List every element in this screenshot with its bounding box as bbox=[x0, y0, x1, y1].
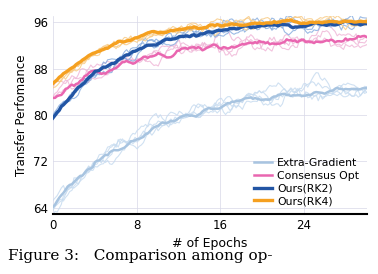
Ours(RK2) bbox=[51, 116, 55, 120]
Ours(RK2) bbox=[268, 23, 272, 27]
Extra-Gradient bbox=[175, 118, 180, 121]
Extra-Gradient bbox=[268, 98, 272, 101]
Extra-Gradient bbox=[215, 107, 219, 110]
Consensus Opt bbox=[175, 49, 180, 52]
Ours(RK2) bbox=[310, 22, 314, 26]
Ours(RK2) bbox=[364, 22, 369, 25]
Consensus Opt bbox=[228, 46, 232, 50]
Ours(RK2) bbox=[215, 29, 219, 32]
Line: Ours(RK4): Ours(RK4) bbox=[53, 20, 367, 84]
Ours(RK4) bbox=[228, 23, 232, 26]
Extra-Gradient bbox=[228, 102, 232, 105]
Extra-Gradient bbox=[335, 86, 339, 90]
Ours(RK2) bbox=[154, 44, 158, 47]
Y-axis label: Transfer Perfomance: Transfer Perfomance bbox=[14, 54, 28, 176]
Consensus Opt bbox=[310, 41, 314, 44]
Ours(RK4) bbox=[51, 82, 55, 85]
Ours(RK2) bbox=[228, 27, 232, 30]
Ours(RK4) bbox=[154, 30, 158, 34]
Extra-Gradient bbox=[364, 86, 369, 90]
Text: Figure 3:   Comparison among op-: Figure 3: Comparison among op- bbox=[8, 249, 272, 263]
Ours(RK4) bbox=[312, 21, 316, 24]
Ours(RK4) bbox=[215, 23, 219, 26]
Consensus Opt bbox=[364, 35, 369, 39]
Line: Ours(RK2): Ours(RK2) bbox=[53, 21, 367, 118]
Ours(RK4) bbox=[288, 18, 293, 22]
Ours(RK4) bbox=[268, 21, 272, 25]
Consensus Opt bbox=[154, 53, 158, 57]
Line: Consensus Opt: Consensus Opt bbox=[53, 36, 367, 98]
Ours(RK2) bbox=[175, 36, 180, 40]
Legend: Extra-Gradient, Consensus Opt, Ours(RK2), Ours(RK4): Extra-Gradient, Consensus Opt, Ours(RK2)… bbox=[252, 156, 361, 208]
Ours(RK4) bbox=[175, 28, 180, 32]
Extra-Gradient bbox=[310, 93, 314, 96]
Ours(RK4) bbox=[364, 20, 369, 23]
X-axis label: # of Epochs: # of Epochs bbox=[172, 237, 248, 250]
Consensus Opt bbox=[51, 96, 55, 99]
Consensus Opt bbox=[362, 34, 367, 38]
Line: Extra-Gradient: Extra-Gradient bbox=[53, 88, 367, 207]
Consensus Opt bbox=[215, 44, 219, 48]
Extra-Gradient bbox=[154, 125, 158, 128]
Consensus Opt bbox=[268, 43, 272, 46]
Ours(RK2) bbox=[343, 20, 348, 23]
Extra-Gradient bbox=[51, 205, 55, 209]
